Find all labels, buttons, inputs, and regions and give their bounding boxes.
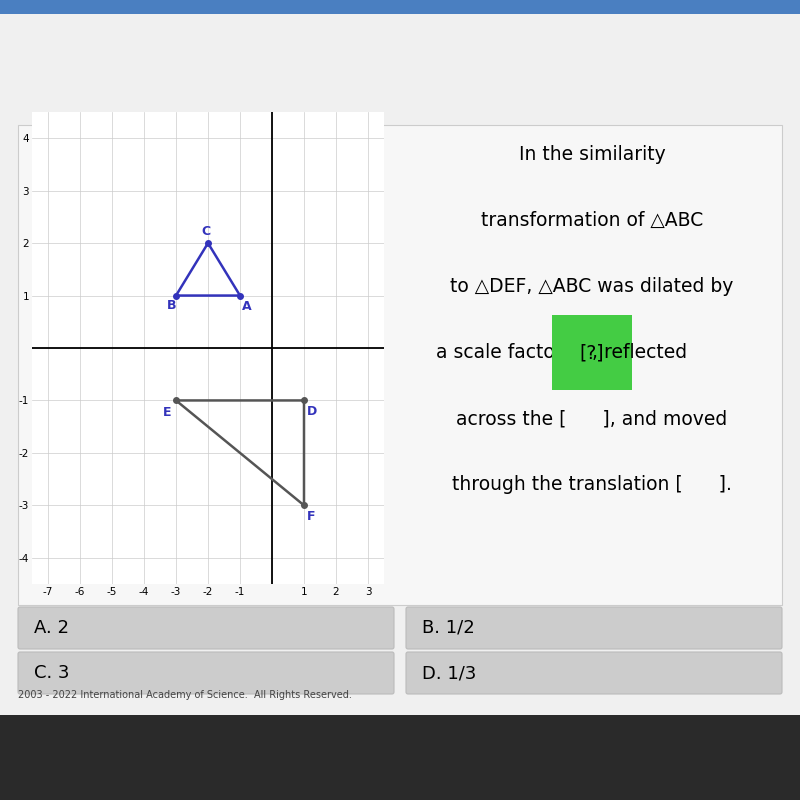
FancyBboxPatch shape <box>18 652 394 694</box>
Text: A. 2: A. 2 <box>34 619 69 637</box>
Text: In the similarity: In the similarity <box>518 145 666 164</box>
Text: B. 1/2: B. 1/2 <box>422 619 474 637</box>
Text: 2003 - 2022 International Academy of Science.  All Rights Reserved.: 2003 - 2022 International Academy of Sci… <box>18 690 352 700</box>
FancyBboxPatch shape <box>406 607 782 649</box>
FancyBboxPatch shape <box>0 14 800 715</box>
Text: across the [      ], and moved: across the [ ], and moved <box>456 410 728 428</box>
Text: A: A <box>242 300 252 314</box>
Text: [?]: [?] <box>580 343 604 362</box>
Text: B: B <box>166 298 176 312</box>
FancyBboxPatch shape <box>0 0 800 14</box>
Text: F: F <box>307 510 316 523</box>
Text: E: E <box>163 406 172 419</box>
Text: D. 1/3: D. 1/3 <box>422 664 476 682</box>
FancyBboxPatch shape <box>18 125 782 605</box>
Text: to △DEF, △ABC was dilated by: to △DEF, △ABC was dilated by <box>450 278 734 296</box>
Text: , reflected: , reflected <box>592 343 687 362</box>
FancyBboxPatch shape <box>406 652 782 694</box>
Text: a scale factor of: a scale factor of <box>435 343 592 362</box>
Text: C. 3: C. 3 <box>34 664 70 682</box>
Text: C: C <box>201 226 210 238</box>
Text: through the translation [      ].: through the translation [ ]. <box>452 475 732 494</box>
FancyBboxPatch shape <box>18 607 394 649</box>
FancyBboxPatch shape <box>0 715 800 800</box>
Text: D: D <box>306 405 317 418</box>
Text: transformation of △ABC: transformation of △ABC <box>481 211 703 230</box>
